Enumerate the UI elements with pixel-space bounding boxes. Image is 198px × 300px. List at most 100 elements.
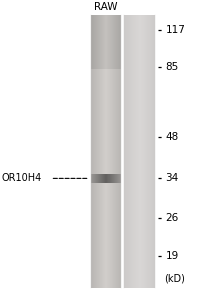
Bar bbox=[116, 174, 117, 183]
Text: OR10H4: OR10H4 bbox=[2, 173, 42, 183]
Bar bbox=[140, 15, 141, 288]
Bar bbox=[103, 15, 104, 288]
Bar bbox=[111, 15, 112, 288]
Bar bbox=[109, 174, 110, 183]
Bar bbox=[126, 15, 127, 288]
Bar bbox=[101, 15, 102, 69]
Bar bbox=[98, 15, 99, 69]
Bar bbox=[114, 15, 115, 288]
Text: 19: 19 bbox=[165, 251, 179, 261]
Bar bbox=[136, 15, 137, 288]
Text: 34: 34 bbox=[165, 173, 179, 183]
Text: 48: 48 bbox=[165, 132, 179, 142]
Bar bbox=[136, 15, 137, 288]
Bar bbox=[102, 15, 103, 69]
Bar bbox=[110, 15, 111, 69]
Bar bbox=[118, 174, 119, 183]
Bar bbox=[110, 174, 111, 183]
Bar bbox=[115, 15, 116, 288]
Bar bbox=[107, 15, 108, 69]
Bar bbox=[128, 15, 129, 288]
Bar bbox=[99, 15, 100, 69]
Bar bbox=[105, 15, 106, 288]
Bar bbox=[110, 15, 111, 288]
Bar bbox=[127, 15, 128, 288]
Bar bbox=[93, 174, 94, 183]
Bar bbox=[101, 174, 102, 183]
Bar bbox=[117, 15, 118, 288]
Bar bbox=[116, 15, 117, 69]
Bar bbox=[102, 15, 103, 288]
Bar bbox=[94, 15, 95, 288]
Text: 85: 85 bbox=[165, 62, 179, 72]
Bar bbox=[95, 15, 96, 288]
Bar bbox=[108, 15, 109, 288]
Bar bbox=[92, 174, 93, 183]
Bar bbox=[154, 15, 155, 288]
Bar bbox=[93, 15, 94, 69]
Bar bbox=[118, 15, 119, 288]
Bar bbox=[97, 15, 98, 288]
Bar bbox=[112, 174, 113, 183]
Bar bbox=[129, 15, 130, 288]
Bar bbox=[99, 15, 100, 288]
Bar bbox=[91, 174, 92, 183]
Bar bbox=[120, 15, 121, 69]
Bar bbox=[139, 15, 140, 288]
Bar bbox=[148, 15, 149, 288]
Bar bbox=[112, 15, 113, 69]
Bar bbox=[108, 15, 109, 69]
Bar bbox=[119, 15, 120, 69]
Bar bbox=[113, 174, 114, 183]
Bar bbox=[150, 15, 151, 288]
Bar bbox=[112, 15, 113, 288]
Bar bbox=[107, 174, 108, 183]
Bar bbox=[114, 15, 115, 69]
Bar bbox=[104, 15, 105, 288]
Bar bbox=[149, 15, 150, 288]
Bar bbox=[104, 15, 105, 69]
Bar bbox=[138, 15, 139, 288]
Bar bbox=[91, 15, 92, 69]
Bar bbox=[146, 15, 147, 288]
Bar bbox=[103, 15, 104, 69]
Bar bbox=[109, 15, 110, 288]
Bar bbox=[100, 15, 101, 69]
Text: RAW: RAW bbox=[94, 2, 118, 12]
Bar bbox=[103, 174, 104, 183]
Bar bbox=[119, 174, 120, 183]
Bar bbox=[131, 15, 132, 288]
Bar bbox=[115, 15, 116, 69]
Bar bbox=[100, 174, 101, 183]
Bar bbox=[111, 15, 112, 69]
Bar bbox=[105, 174, 106, 183]
Bar bbox=[107, 15, 108, 288]
Bar bbox=[94, 174, 95, 183]
Bar bbox=[113, 15, 114, 288]
Bar bbox=[108, 174, 109, 183]
Bar bbox=[120, 174, 121, 183]
Bar bbox=[92, 15, 93, 69]
Bar bbox=[92, 15, 93, 288]
Bar bbox=[133, 15, 134, 288]
Bar bbox=[96, 174, 97, 183]
Bar bbox=[141, 15, 142, 288]
Bar bbox=[151, 15, 152, 288]
Bar bbox=[98, 174, 99, 183]
Bar bbox=[113, 15, 114, 69]
Bar bbox=[94, 15, 95, 69]
Bar bbox=[120, 15, 121, 288]
Bar bbox=[96, 15, 97, 69]
Bar bbox=[132, 15, 133, 288]
Bar bbox=[106, 15, 107, 69]
Bar bbox=[109, 15, 110, 69]
Bar bbox=[114, 174, 115, 183]
Bar bbox=[142, 15, 143, 288]
Bar bbox=[118, 15, 119, 69]
Bar bbox=[130, 15, 131, 288]
Bar bbox=[95, 15, 96, 69]
Bar bbox=[124, 15, 125, 288]
Bar bbox=[102, 174, 103, 183]
Bar bbox=[95, 174, 96, 183]
Bar bbox=[106, 15, 107, 288]
